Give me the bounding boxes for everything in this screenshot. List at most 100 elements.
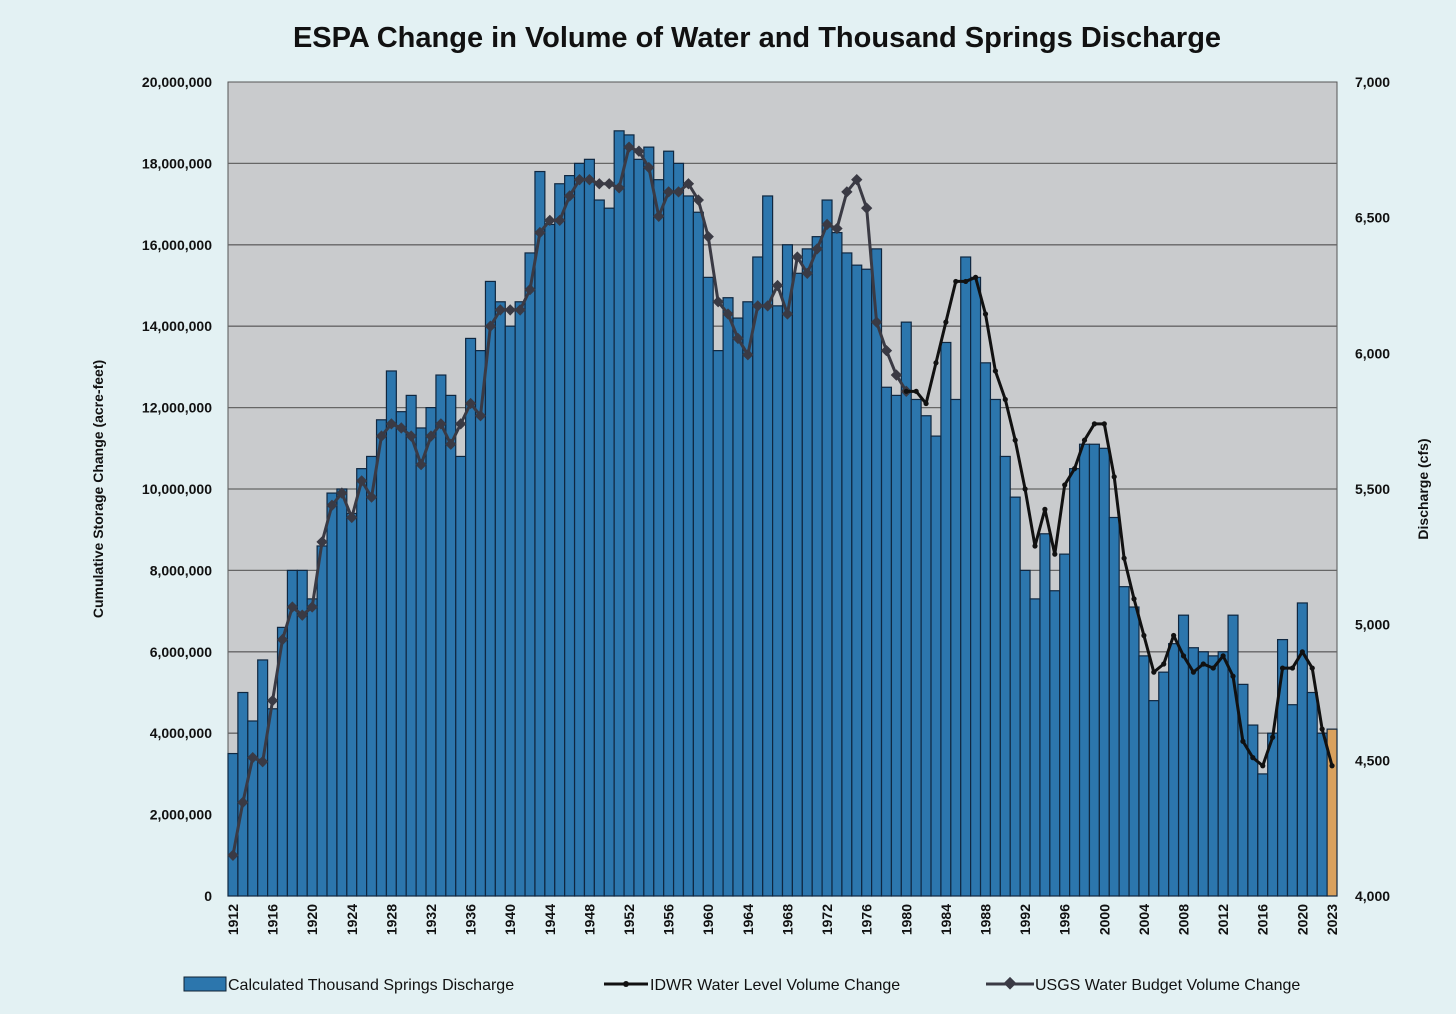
idwr-point [1012, 437, 1018, 443]
usgs-point [672, 186, 685, 198]
bar [504, 325, 516, 897]
idwr-point [992, 368, 998, 374]
usgs-point [356, 475, 368, 487]
legend-label-discharge: Calculated Thousand Springs Discharge [228, 977, 514, 994]
bar [771, 305, 784, 897]
idwr-point [1062, 482, 1068, 488]
usgs-point [425, 430, 437, 442]
usgs-point [286, 601, 299, 613]
y-tick-label: 20,000,000 [142, 74, 212, 90]
bar [1217, 651, 1229, 897]
usgs-point [266, 694, 279, 707]
usgs-point [583, 174, 596, 186]
idwr-point [903, 388, 909, 394]
bar [1128, 606, 1140, 897]
y2-tick-label: 6,500 [1355, 210, 1390, 226]
idwr-point [1101, 421, 1107, 427]
idwr-point [972, 274, 979, 280]
legend-marker-usgs [1003, 976, 1017, 990]
x-tick-label: 2020 [1294, 904, 1310, 935]
bar [712, 350, 724, 897]
idwr-point [1072, 466, 1078, 472]
bar [979, 362, 992, 897]
usgs-point [474, 410, 487, 422]
usgs-point [831, 222, 843, 235]
bar [1039, 533, 1051, 897]
usgs-point [415, 458, 427, 471]
x-tick-label: 1988 [977, 904, 993, 935]
idwr-point [1081, 437, 1088, 443]
bar [267, 708, 279, 897]
x-tick-label: 1924 [344, 904, 360, 935]
bar [1009, 496, 1021, 897]
bar [534, 170, 546, 897]
bar [514, 301, 526, 897]
y-tick-label: 0 [204, 888, 212, 904]
bar [306, 598, 318, 897]
usgs-point [563, 190, 576, 202]
bar [554, 183, 566, 897]
bar [1257, 773, 1269, 897]
usgs-point [732, 332, 744, 345]
bar [1168, 643, 1180, 897]
bar [445, 394, 457, 897]
legend-marker-idwr [623, 981, 629, 987]
bar [1049, 590, 1061, 897]
x-tick-label: 1948 [581, 904, 597, 935]
bar [1207, 655, 1219, 897]
bar [1227, 614, 1239, 897]
idwr-point [1289, 665, 1296, 671]
bar [623, 134, 635, 897]
usgs-point [544, 214, 556, 227]
y-tick-label: 16,000,000 [142, 237, 212, 253]
bar [989, 398, 1001, 897]
bar [375, 419, 388, 897]
usgs-point [375, 430, 388, 442]
bar [1306, 691, 1318, 897]
bar [643, 146, 655, 897]
idwr-point [1240, 738, 1246, 744]
bar [1267, 732, 1279, 897]
bar [316, 545, 328, 897]
idwr-point [933, 360, 939, 366]
x-tick-label: 2023 [1324, 904, 1340, 935]
x-tick-label: 1920 [304, 904, 320, 935]
bar [890, 394, 902, 897]
usgs-point [494, 304, 506, 316]
bar [880, 386, 893, 897]
legend-label-usgs: USGS Water Budget Volume Change [1035, 977, 1300, 994]
idwr-point [1220, 653, 1226, 659]
bar [1286, 704, 1298, 897]
usgs-point [880, 344, 893, 357]
y-tick-label: 14,000,000 [142, 318, 212, 334]
idwr-point [1141, 632, 1147, 639]
idwr-point [1171, 632, 1177, 639]
bar [1108, 516, 1120, 897]
usgs-point [643, 161, 655, 174]
bar [1118, 586, 1130, 897]
bar [346, 512, 358, 897]
x-tick-label: 1928 [383, 904, 399, 935]
bar [395, 411, 407, 897]
idwr-point [1111, 474, 1117, 480]
usgs-point [761, 300, 774, 312]
y-tick-label: 6,000,000 [150, 644, 212, 660]
usgs-point [821, 218, 833, 231]
bar [405, 394, 417, 897]
x-tick-label: 1960 [700, 904, 716, 935]
bar [1029, 598, 1041, 897]
bar [603, 207, 615, 897]
bar [613, 130, 625, 897]
idwr-point [1210, 665, 1216, 671]
idwr-point [943, 319, 949, 325]
usgs-point [692, 194, 704, 206]
bar [692, 211, 704, 897]
bar [1158, 671, 1170, 897]
idwr-point [1121, 555, 1127, 561]
y2-tick-label: 4,500 [1355, 752, 1390, 768]
idwr-point [1309, 665, 1315, 671]
usgs-point [702, 231, 714, 243]
y-tick-label: 8,000,000 [150, 562, 212, 578]
bar [1069, 468, 1081, 897]
